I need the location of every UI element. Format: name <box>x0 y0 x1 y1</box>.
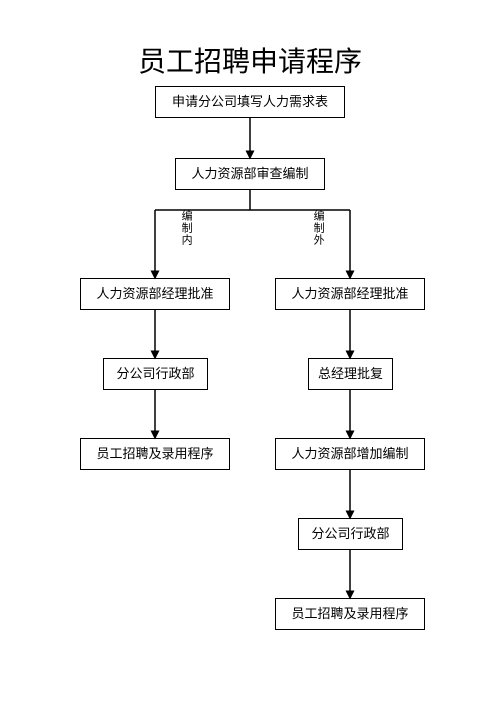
flowchart-edges <box>0 0 500 708</box>
